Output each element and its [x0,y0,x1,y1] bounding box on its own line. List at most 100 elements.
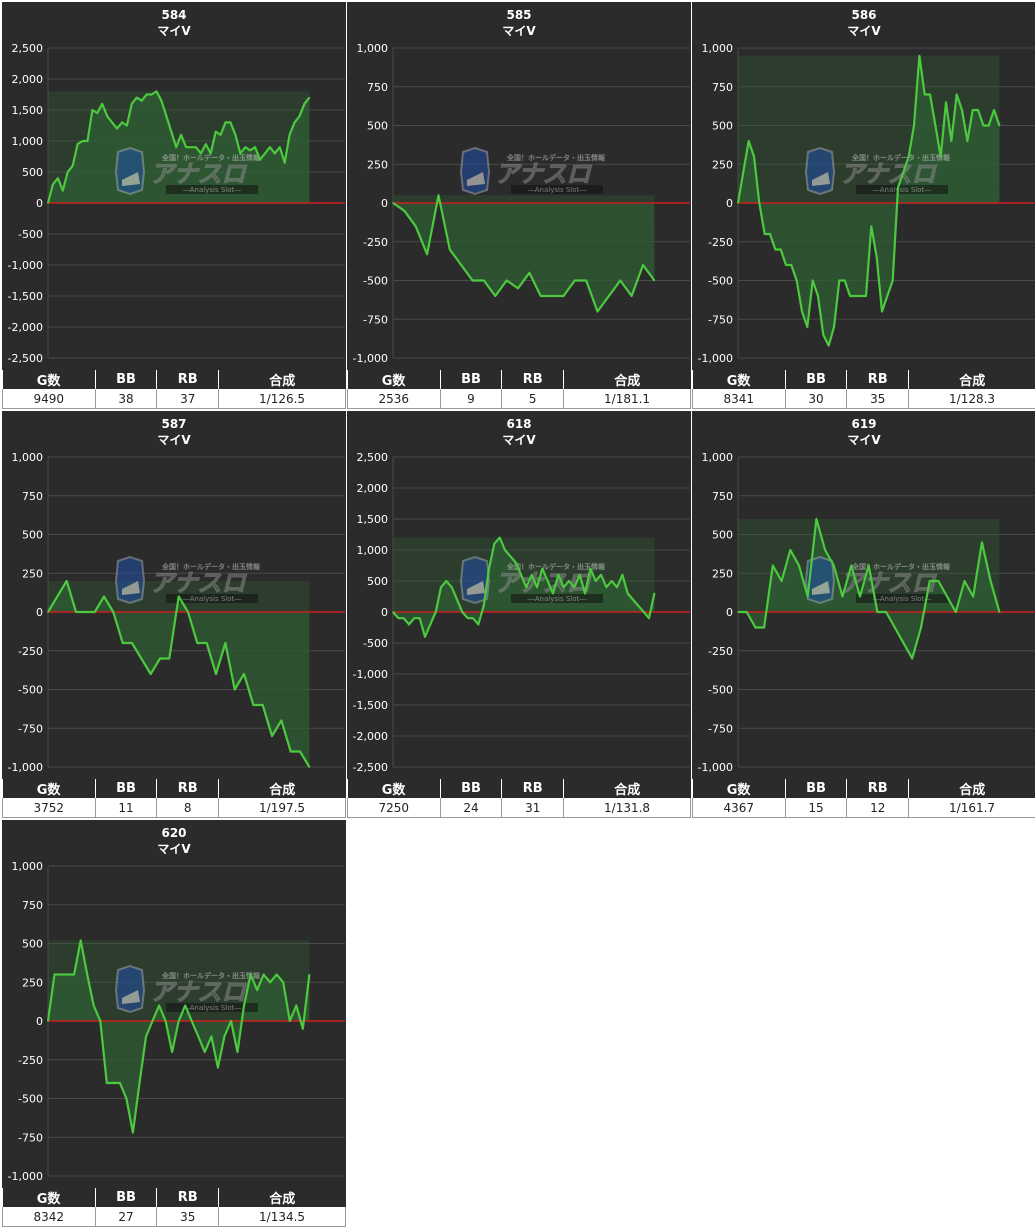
data-point [998,124,1001,127]
y-tick-label: -500 [363,275,388,288]
logo-emblem-stripe [122,581,140,595]
data-point [568,580,570,582]
data-point [897,186,899,189]
data-point [824,549,826,551]
data-point [753,155,755,158]
value-bb: 38 [94,389,158,409]
data-point [79,939,82,942]
logo-emblem-stripe [122,172,140,186]
data-point [557,574,560,576]
data-point [269,146,271,148]
data-point [204,1051,206,1053]
data-point [461,611,464,613]
y-tick-label: -1,000 [353,352,388,365]
data-point [772,564,774,567]
data-point [841,595,844,598]
data-point [132,1131,134,1134]
data-point [466,617,469,619]
data-point [259,158,261,161]
data-point [217,1066,219,1069]
y-tick-label: -250 [708,236,733,249]
data-point [236,1051,239,1053]
data-point [429,623,432,626]
watermark-tagline: 全国！ホールデータ・出玉情報 [851,153,951,162]
data-point [299,750,301,753]
data-point [769,233,771,235]
data-point [76,143,79,145]
header-bb: BB [94,1188,157,1207]
data-point [876,611,879,613]
data-point [271,735,273,737]
data-point [562,295,565,297]
data-point [763,626,765,629]
data-point [230,1020,232,1022]
stats-table: G数 BB RB 合成 9490 38 37 1/126.5 [2,370,346,409]
chart-title: 620 [161,826,186,840]
data-point [504,549,506,551]
y-tick-label: -500 [18,1093,43,1106]
data-point [84,611,87,613]
value-bb: 11 [94,798,158,818]
data-point [630,295,633,297]
watermark-logo-text: アナスロ [840,569,938,597]
data-point [308,96,311,99]
header-gousei: 合成 [218,370,346,389]
value-rb: 8 [156,798,220,818]
data-point [955,93,958,96]
data-point [946,595,948,598]
data-point [140,99,143,102]
data-point [541,567,544,570]
series-area-fill [738,519,1000,659]
y-tick-label: 1,000 [702,42,734,55]
y-tick-label: -1,000 [698,352,733,365]
y-tick-label: 1,000 [357,42,389,55]
data-point [175,146,177,148]
data-point [530,574,533,576]
data-point [145,93,148,96]
series-area-fill [48,581,310,767]
y-tick-label: -2,000 [8,321,43,334]
data-point [233,688,236,691]
data-point [165,115,168,117]
data-point [950,140,953,142]
chart-subtitle: マイV [157,433,191,447]
data-point [66,171,69,173]
data-point [302,1028,304,1030]
data-point [159,657,161,660]
data-point [112,1082,115,1084]
y-tick-label: -750 [708,313,733,326]
chart-subtitle: マイV [157,842,191,856]
data-point [119,1082,121,1084]
data-point [244,146,247,148]
data-point [136,96,138,99]
y-tick-label: -750 [363,313,388,326]
data-point [578,574,581,576]
data-point [413,617,416,619]
data-point [859,295,862,297]
series-line [392,194,656,313]
data-point [928,580,931,582]
watermark-sub-band [511,185,603,194]
data-point [977,109,979,111]
y-tick-label: -750 [18,1131,43,1144]
watermark-tagline: 全国！ホールデータ・出玉情報 [161,971,261,980]
header-g-count: G数 [2,1188,96,1207]
data-point [187,611,189,613]
data-point [111,121,113,124]
data-point [93,611,96,613]
data-point [517,287,519,290]
data-point [197,1035,200,1038]
data-point [806,595,809,598]
y-tick-label: 250 [367,158,388,171]
watermark-sub-band [166,1003,258,1012]
y-tick-label: 250 [22,976,43,989]
watermark-sub: ―Analysis Slot― [528,186,586,194]
data-point [779,248,782,251]
header-g-count: G数 [347,370,441,389]
stats-table: G数 BB RB 合成 2536 9 5 1/181.1 [347,370,691,409]
watermark-sub-band [166,594,258,603]
data-point [806,326,809,328]
data-point [279,146,281,148]
value-g-count: 2536 [347,389,441,409]
